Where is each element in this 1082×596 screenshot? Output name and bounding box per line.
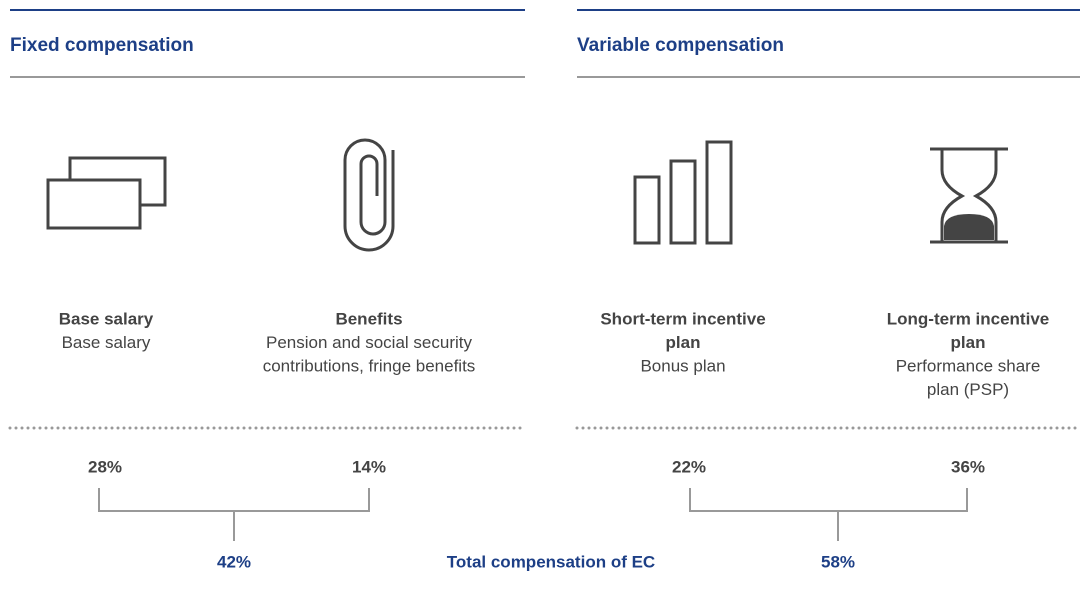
item-description: Base salary (62, 333, 151, 352)
icon-long-term (930, 147, 1008, 244)
section-subtotal: 58% (821, 552, 855, 571)
item-title: Short-term incentive (600, 309, 765, 328)
section-subtotal: 42% (217, 552, 251, 571)
item-share: 14% (352, 457, 386, 476)
item-share: 28% (88, 457, 122, 476)
item-title: Benefits (335, 309, 402, 328)
item-description: Pension and social security (266, 333, 473, 352)
bracket (98, 488, 370, 541)
item-description: Bonus plan (640, 356, 725, 375)
item-title: plan (951, 333, 986, 352)
icon-short-term (633, 140, 733, 245)
footer-label: Total compensation of EC (447, 552, 655, 571)
item-description: Performance share (896, 356, 1041, 375)
section-title: Variable compensation (577, 35, 784, 56)
bracket (689, 488, 968, 541)
item-title: Long-term incentive (887, 309, 1049, 328)
section-title: Fixed compensation (10, 35, 194, 56)
item-title: Base salary (59, 309, 154, 328)
item-description: contributions, fringe benefits (263, 356, 476, 375)
item-description: plan (PSP) (927, 380, 1009, 399)
item-title: plan (666, 333, 701, 352)
icon-base-salary (46, 156, 167, 230)
item-share: 36% (951, 457, 985, 476)
item-share: 22% (672, 457, 706, 476)
icon-benefits (343, 138, 395, 252)
